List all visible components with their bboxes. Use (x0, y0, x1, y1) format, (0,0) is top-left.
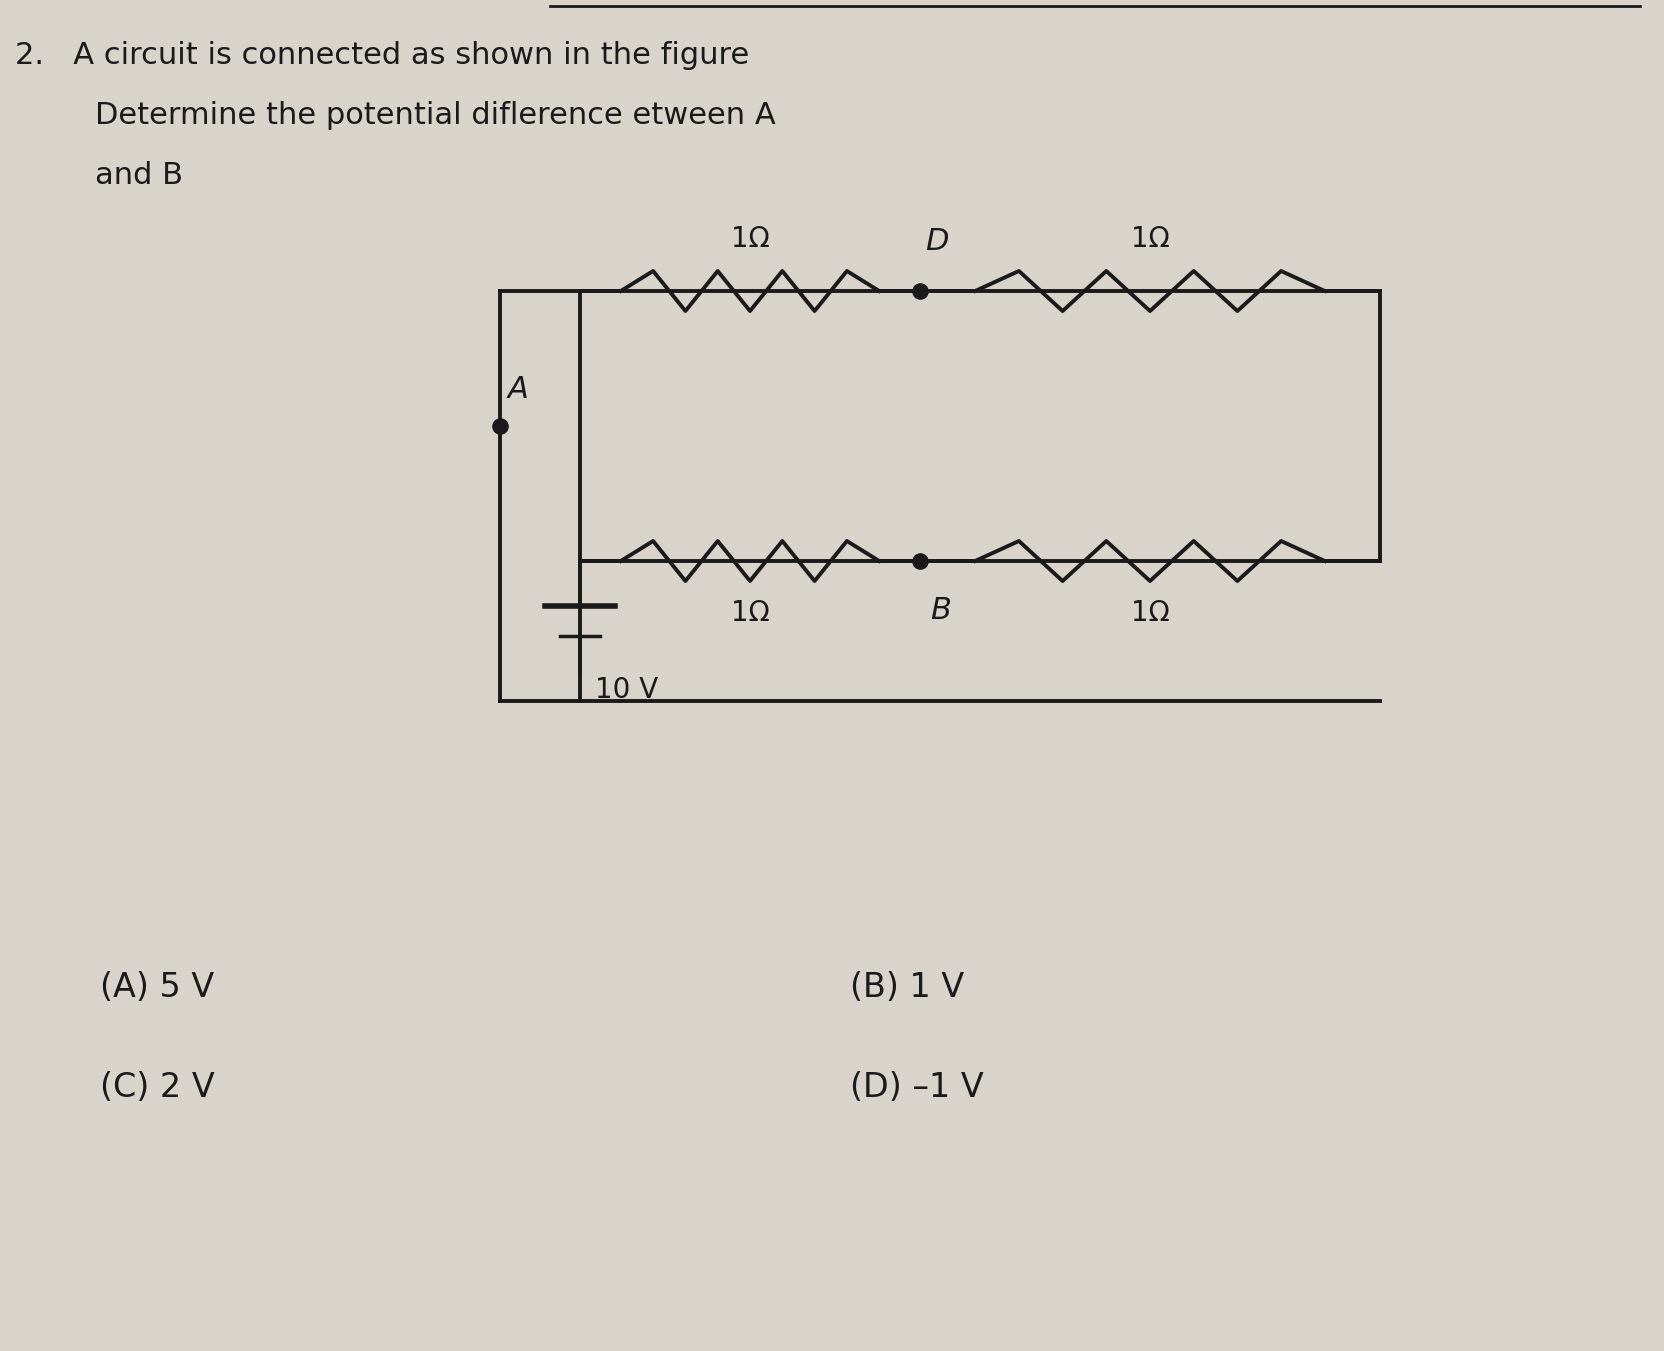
Point (907, 280, 934, 301)
Text: D: D (925, 227, 948, 255)
Point (486, 415, 513, 436)
Text: (B) 1 V: (B) 1 V (850, 971, 963, 1004)
Text: A: A (508, 376, 529, 404)
Text: 2.   A circuit is connected as shown in the figure: 2. A circuit is connected as shown in th… (15, 41, 749, 70)
Text: and B: and B (95, 161, 183, 190)
Text: (C) 2 V: (C) 2 V (100, 1071, 215, 1104)
Text: 1Ω: 1Ω (1130, 598, 1168, 627)
Text: (D) –1 V: (D) –1 V (850, 1071, 983, 1104)
Text: Determine the potential diflerence etween A: Determine the potential diflerence etwee… (95, 101, 775, 130)
Text: B: B (930, 596, 950, 626)
Text: 1Ω: 1Ω (730, 226, 769, 253)
Point (907, 550, 934, 571)
Text: 1Ω: 1Ω (1130, 226, 1168, 253)
Text: 1Ω: 1Ω (730, 598, 769, 627)
Text: 10 V: 10 V (594, 676, 657, 704)
Text: (A) 5 V: (A) 5 V (100, 971, 215, 1004)
